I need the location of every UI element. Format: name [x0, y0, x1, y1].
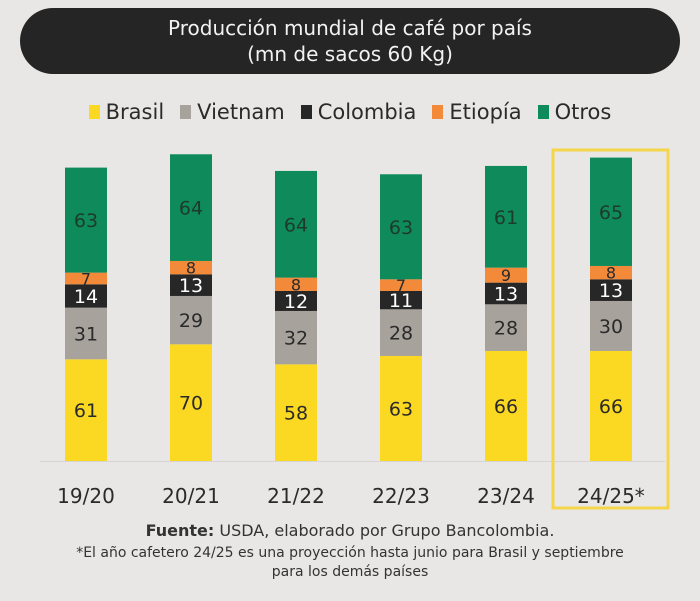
legend-swatch-brasil [88, 105, 100, 119]
data-label: 64 [284, 214, 308, 236]
chart-title-banner: Producción mundial de café por país (mn … [20, 8, 680, 74]
legend-label-etiopia: Etiopía [449, 100, 522, 124]
bar-segment-brasil-5 [590, 350, 632, 461]
data-label: 13 [494, 283, 518, 305]
bar-segment-otros-1 [170, 154, 212, 261]
bar-segment-etiopa-0 [65, 272, 107, 285]
data-label: 8 [606, 264, 616, 283]
bar-segment-otros-3 [380, 174, 422, 280]
data-label: 65 [599, 202, 623, 224]
data-label: 28 [389, 323, 413, 345]
bar-segment-vietnam-0 [65, 307, 107, 360]
legend-label-brasil: Brasil [105, 100, 165, 124]
bar-segment-etiopa-5 [590, 265, 632, 280]
x-tick-label: 21/22 [267, 484, 325, 508]
data-label: 64 [179, 198, 203, 220]
data-label: 7 [81, 269, 91, 288]
bar-segment-brasil-1 [170, 344, 212, 461]
bar-segment-etiopa-1 [170, 260, 212, 275]
data-label: 14 [74, 286, 98, 308]
x-tick-label: 20/21 [162, 484, 220, 508]
bar-segment-colombia-2 [275, 290, 317, 311]
bar-segment-colombia-1 [170, 274, 212, 296]
data-label: 11 [389, 290, 413, 312]
highlight-box [551, 148, 670, 510]
x-tick-label: 23/24 [477, 484, 535, 508]
bar-segment-etiopa-4 [485, 267, 527, 283]
legend: Brasil Vietnam Colombia Etiopía Otros [0, 100, 700, 124]
data-label: 63 [74, 210, 98, 232]
legend-item-otros: Otros [537, 100, 612, 124]
chart-subtitle: (mn de sacos 60 Kg) [247, 42, 453, 66]
data-label: 13 [179, 275, 203, 297]
bar-segment-vietnam-1 [170, 295, 212, 345]
chart-footer: Fuente: USDA, elaborado por Grupo Bancol… [0, 520, 700, 582]
bar-segment-etiopa-3 [380, 279, 422, 291]
data-label: 28 [494, 318, 518, 340]
bar-segment-etiopa-2 [275, 277, 317, 291]
data-label: 7 [396, 276, 406, 295]
bar-segment-colombia-3 [380, 290, 422, 310]
bar-segment-colombia-0 [65, 284, 107, 308]
legend-swatch-otros [537, 105, 549, 119]
source-label: Fuente: [145, 521, 215, 540]
bar-segment-vietnam-2 [275, 310, 317, 365]
data-label: 66 [494, 396, 518, 418]
data-label: 63 [389, 398, 413, 420]
legend-label-colombia: Colombia [317, 100, 417, 124]
bar-segment-vietnam-3 [380, 309, 422, 356]
legend-swatch-colombia [300, 105, 312, 119]
bar-segment-otros-5 [590, 157, 632, 266]
data-label: 8 [291, 275, 301, 294]
data-label: 63 [389, 217, 413, 239]
bar-segment-brasil-2 [275, 364, 317, 461]
source-text: USDA, elaborado por Grupo Bancolombia. [214, 521, 555, 540]
bar-segment-otros-0 [65, 167, 107, 273]
data-label: 70 [179, 393, 203, 415]
bar-segment-colombia-5 [590, 279, 632, 301]
legend-swatch-vietnam [180, 105, 192, 119]
bar-segment-brasil-0 [65, 359, 107, 461]
bar-segment-vietnam-4 [485, 304, 527, 351]
data-label: 29 [179, 310, 203, 332]
legend-label-otros: Otros [554, 100, 612, 124]
bar-segment-colombia-4 [485, 282, 527, 305]
bar-segment-vietnam-5 [590, 300, 632, 351]
x-tick-label: 22/23 [372, 484, 430, 508]
data-label: 61 [494, 207, 518, 229]
legend-item-etiopia: Etiopía [432, 100, 522, 124]
data-label: 32 [284, 328, 308, 350]
source-line: Fuente: USDA, elaborado por Grupo Bancol… [0, 520, 700, 542]
data-label: 13 [599, 280, 623, 302]
chart-title: Producción mundial de café por país [168, 16, 532, 40]
x-tick-label: 19/20 [57, 484, 115, 508]
data-label: 9 [501, 266, 511, 285]
data-label: 12 [284, 291, 308, 313]
legend-item-colombia: Colombia [300, 100, 417, 124]
legend-label-vietnam: Vietnam [197, 100, 285, 124]
data-label: 8 [186, 259, 196, 278]
bar-segment-brasil-3 [380, 355, 422, 461]
data-label: 66 [599, 396, 623, 418]
data-label: 30 [599, 316, 623, 338]
bar-segment-otros-2 [275, 170, 317, 278]
data-label: 58 [284, 403, 308, 425]
bar-segment-brasil-4 [485, 350, 527, 461]
footnote-line-1: *El año cafetero 24/25 es una proyección… [76, 545, 624, 561]
data-label: 61 [74, 400, 98, 422]
x-tick-label: 24/25* [577, 484, 645, 508]
bar-segment-otros-4 [485, 165, 527, 268]
legend-swatch-etiopia [432, 105, 444, 119]
footnote: *El año cafetero 24/25 es una proyección… [0, 544, 700, 582]
legend-item-vietnam: Vietnam [180, 100, 285, 124]
footnote-line-2: para los demás países [271, 564, 429, 580]
data-label: 31 [74, 323, 98, 345]
legend-item-brasil: Brasil [88, 100, 165, 124]
